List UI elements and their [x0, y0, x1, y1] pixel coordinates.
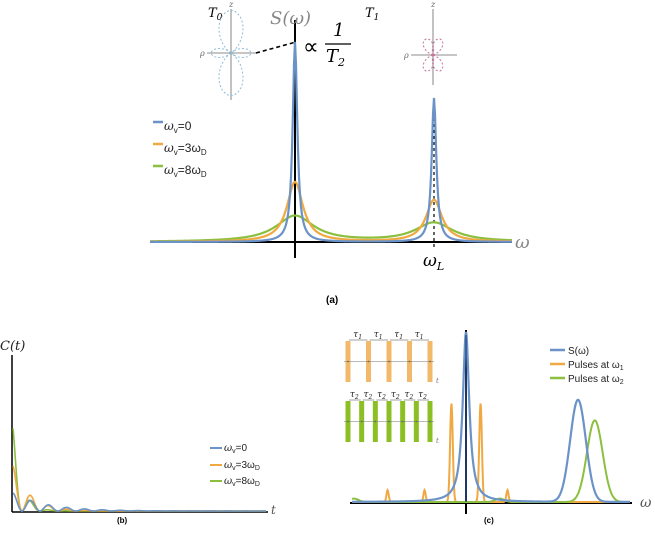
c-legend-item-2: Pulses at ω2: [568, 374, 624, 386]
a-prop-symbol: ∝: [303, 35, 319, 60]
c-curves: [351, 331, 630, 503]
tau1-label-0: τ1: [353, 330, 362, 341]
c-legend: S(ω) Pulses at ω1 Pulses at ω2: [550, 346, 624, 386]
t1-lobe-3: [422, 54, 435, 72]
tau1-label-3: τ1: [415, 330, 424, 341]
b-series-0: [12, 492, 266, 512]
t1-lobe-1: [422, 38, 435, 56]
b-xlabel: t: [271, 503, 276, 517]
b-ylabel: C(t): [0, 339, 25, 354]
a-ylabel: S(ω): [270, 8, 311, 29]
a-inset-t1: T1 z ρ: [365, 0, 457, 85]
t1-lobe-4: [431, 54, 444, 72]
b-legend: ωv=0 ωv=3ωD ωv=8ωD: [210, 443, 260, 488]
t0-lobe-right: [230, 48, 252, 58]
tau2-label-0: τ2: [350, 390, 359, 401]
tau1-t-label: t: [436, 377, 439, 385]
tau2-label-5: τ2: [418, 390, 427, 401]
t1-label: T1: [365, 6, 379, 23]
c-pulse-insets: τ1 τ1 τ1 τ1 t τ2 τ2 τ2 τ2 τ2 τ2 t: [344, 330, 439, 445]
t0-label: T0: [208, 6, 223, 23]
t1-lobe-2: [431, 38, 444, 56]
a-legend: ωv=0 ωv=3ωD ωv=8ωD: [153, 119, 207, 179]
tau2-label-3: τ2: [391, 390, 400, 401]
panel-c: ω S(ω) Pulses at ω1 Pulses at ω2 τ1 τ1 τ1 τ…: [344, 330, 652, 525]
t0-z-label: z: [228, 0, 234, 9]
panel-b: C(t) t ωv=0 ωv=3ωD ωv=8ωD (b): [0, 339, 276, 525]
a-inset-t0: T0 z ρ: [199, 0, 256, 100]
a-legend-item-2: ωv=8ωD: [164, 163, 207, 179]
c-legend-item-0: S(ω): [568, 346, 589, 357]
a-tick-omega-l: ωL: [423, 251, 444, 273]
panel-a-label: (a): [326, 295, 338, 306]
tau2-t-label: t: [436, 437, 439, 445]
a-frac-den: T2: [326, 46, 345, 69]
b-legend-item-0: ωv=0: [224, 443, 247, 455]
a-curves: [149, 41, 513, 244]
tau2-label-2: τ2: [377, 390, 386, 401]
tau1-label-1: τ1: [374, 330, 383, 341]
b-legend-item-2: ωv=8ωD: [224, 476, 260, 488]
t0-lobe-left: [210, 48, 232, 58]
a-frac-num: 1: [333, 20, 344, 41]
tau1-label-2: τ1: [394, 330, 403, 341]
a-series-2: [149, 214, 513, 243]
a-legend-item-1: ωv=3ωD: [164, 141, 207, 157]
c-xlabel: ω: [640, 495, 652, 511]
tau2-label-1: τ2: [364, 390, 373, 401]
b-legend-item-1: ωv=3ωD: [224, 460, 260, 472]
t0-rho-label: ρ: [199, 49, 205, 58]
a-annotation-leader: [255, 41, 297, 54]
panel-b-label: (b): [117, 516, 128, 525]
a-legend-item-0: ωv=0: [164, 119, 192, 135]
t0-lobe-top: [218, 9, 244, 54]
b-series-1: [12, 465, 266, 512]
tau2-label-4: τ2: [405, 390, 414, 401]
a-xlabel: ω: [515, 232, 530, 253]
t0-lobe-bottom: [218, 52, 244, 97]
t1-z-label: z: [430, 0, 436, 9]
panel-a: S(ω) ω ωL ∝ 1 T2 T0 z ρ T1 z ρ: [149, 0, 530, 306]
panel-c-label: (c): [484, 516, 494, 525]
a-series-0: [150, 41, 512, 244]
b-curves: [12, 428, 266, 512]
c-legend-item-1: Pulses at ω1: [568, 360, 624, 372]
c-series-s-omega: [352, 331, 630, 503]
t1-rho-label: ρ: [403, 51, 409, 60]
